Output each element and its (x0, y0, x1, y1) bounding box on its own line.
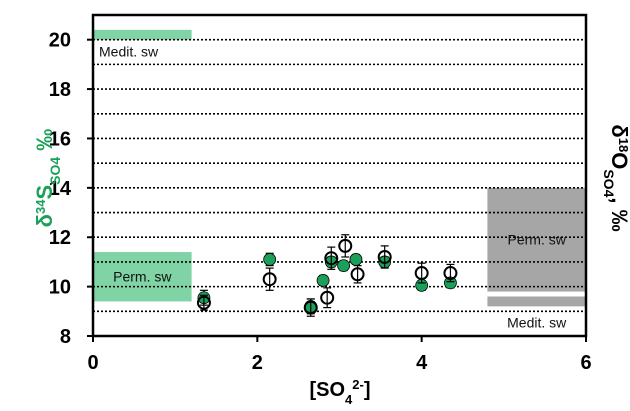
data-point-open (377, 249, 392, 264)
data-point-open (414, 266, 429, 281)
data-point-open (262, 272, 277, 287)
y-tick-label: 8 (60, 326, 71, 348)
y-tick-label: 16 (49, 128, 71, 150)
data-point-open (443, 266, 458, 281)
reference-box-label: Medit. sw (99, 44, 159, 60)
axis-ticks: 8 10 12 14 16 18 20 0 2 4 6 (49, 30, 592, 374)
data-point-open (320, 290, 335, 305)
reference-box-label: Perm. sw (113, 269, 172, 285)
reference-box (93, 252, 192, 302)
plot-frame (91, 13, 588, 338)
reference-box-label: Perm. sw (508, 232, 567, 248)
y-axis-label-right: δ18OSO4, ‰ (601, 124, 630, 231)
data-point-filled (337, 259, 351, 273)
data-point-filled (263, 253, 277, 266)
data-series (196, 234, 458, 317)
data-point-open (324, 251, 339, 266)
data-point-open (338, 238, 353, 253)
reference-box (487, 296, 586, 307)
data-point-filled (316, 274, 330, 287)
x-tick-label: 6 (580, 352, 591, 374)
reference-box (487, 187, 586, 292)
data-point-open (303, 300, 318, 315)
y-tick-label: 12 (49, 227, 71, 249)
data-point-open (350, 267, 365, 282)
data-point-filled (349, 253, 363, 266)
reference-box-label: Medit. sw (507, 314, 567, 330)
data-point-open (196, 295, 211, 310)
reference-boxes (93, 29, 586, 307)
x-tick-label: 0 (87, 352, 98, 374)
reference-box (93, 29, 192, 40)
grid-lines: Medit. sw Perm. sw Perm. sw Medit. sw (93, 38, 586, 330)
y-tick-label: 20 (49, 30, 71, 52)
y-tick-label: 14 (49, 178, 72, 200)
x-tick-label: 4 (416, 352, 428, 374)
y-tick-label: 10 (49, 277, 71, 299)
x-axis-label: [SO42-] (309, 377, 370, 407)
x-tick-label: 2 (252, 352, 263, 374)
y-tick-label: 18 (49, 79, 71, 101)
